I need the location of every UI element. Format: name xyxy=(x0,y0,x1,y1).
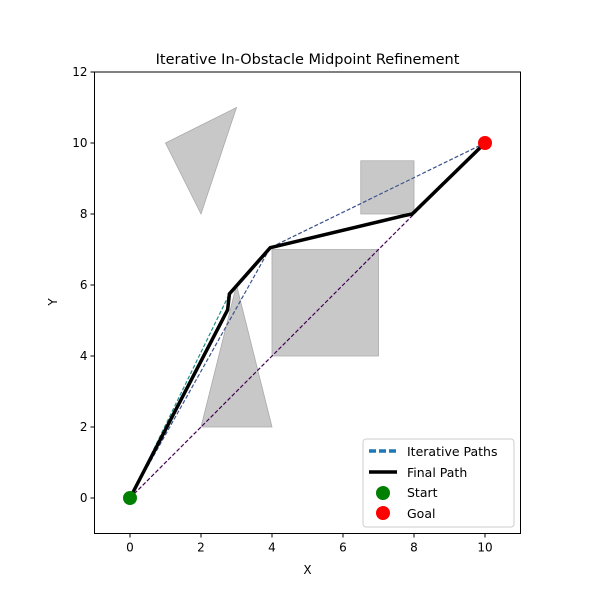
y-tick-label: 0 xyxy=(80,491,88,505)
legend-goal-label: Goal xyxy=(407,506,435,521)
chart-title: Iterative In-Obstacle Midpoint Refinemen… xyxy=(156,52,460,68)
x-tick-label: 2 xyxy=(197,541,205,555)
y-tick-label: 4 xyxy=(80,349,88,363)
obstacle-1 xyxy=(360,160,415,215)
y-tick-label: 10 xyxy=(72,136,87,150)
legend: Iterative Paths Final Path Start Goal xyxy=(362,438,515,528)
x-tick-label: 8 xyxy=(410,541,418,555)
y-axis-label: Y xyxy=(46,298,60,307)
x-tick-label: 10 xyxy=(477,541,492,555)
y-tick-label: 2 xyxy=(80,420,88,434)
obstacle-0 xyxy=(164,106,238,216)
goal-marker xyxy=(478,136,492,150)
legend-goal-marker xyxy=(376,506,390,520)
legend-start-label: Start xyxy=(407,485,438,500)
legend-box xyxy=(362,438,515,528)
y-tick-label: 6 xyxy=(80,278,88,292)
start-marker xyxy=(123,491,137,505)
x-axis-label: X xyxy=(303,563,311,577)
y-tick-label: 12 xyxy=(72,65,87,79)
iterative-path-1 xyxy=(129,142,486,499)
y-tick-label: 8 xyxy=(80,207,88,221)
legend-iterative-label: Iterative Paths xyxy=(407,444,498,459)
axes-frame xyxy=(94,71,521,534)
obstacle-3 xyxy=(200,284,273,428)
plot-area: 0 2 4 6 8 10 0 2 4 6 8 10 12 xyxy=(72,65,521,555)
x-tick-label: 4 xyxy=(268,541,276,555)
x-tick-label: 0 xyxy=(126,541,134,555)
x-tick-label: 6 xyxy=(339,541,347,555)
final-path xyxy=(128,141,487,499)
legend-final-label: Final Path xyxy=(407,465,467,480)
legend-start-marker xyxy=(376,486,390,500)
